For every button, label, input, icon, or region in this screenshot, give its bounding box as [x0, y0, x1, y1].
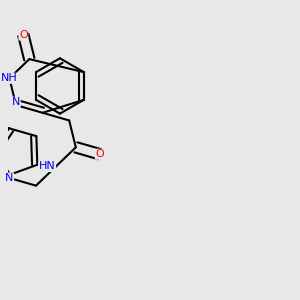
Text: NH: NH — [1, 73, 18, 83]
Text: N: N — [5, 173, 14, 183]
Text: N: N — [12, 97, 20, 107]
Text: HN: HN — [39, 161, 56, 172]
Text: O: O — [95, 149, 104, 159]
Text: O: O — [19, 30, 28, 40]
